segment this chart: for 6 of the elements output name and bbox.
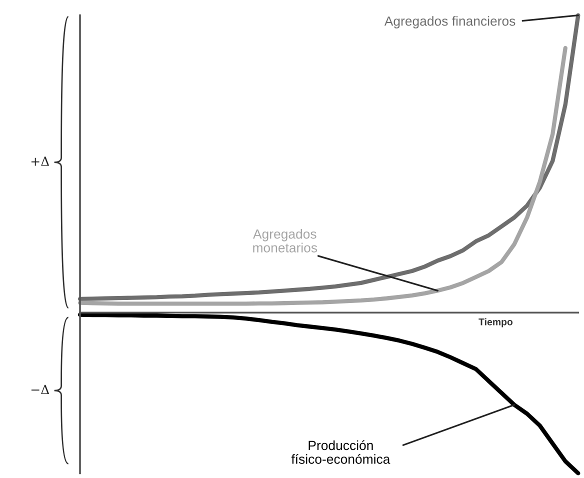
text: Producción físico-económica bbox=[291, 440, 390, 464]
text: Agregados financieros bbox=[384, 16, 516, 28]
text: +Δ bbox=[31, 156, 50, 166]
text: Agregados monetarios bbox=[252, 229, 318, 252]
text: −Δ bbox=[31, 384, 50, 394]
x-axis-title: Tiempo bbox=[478, 318, 513, 328]
